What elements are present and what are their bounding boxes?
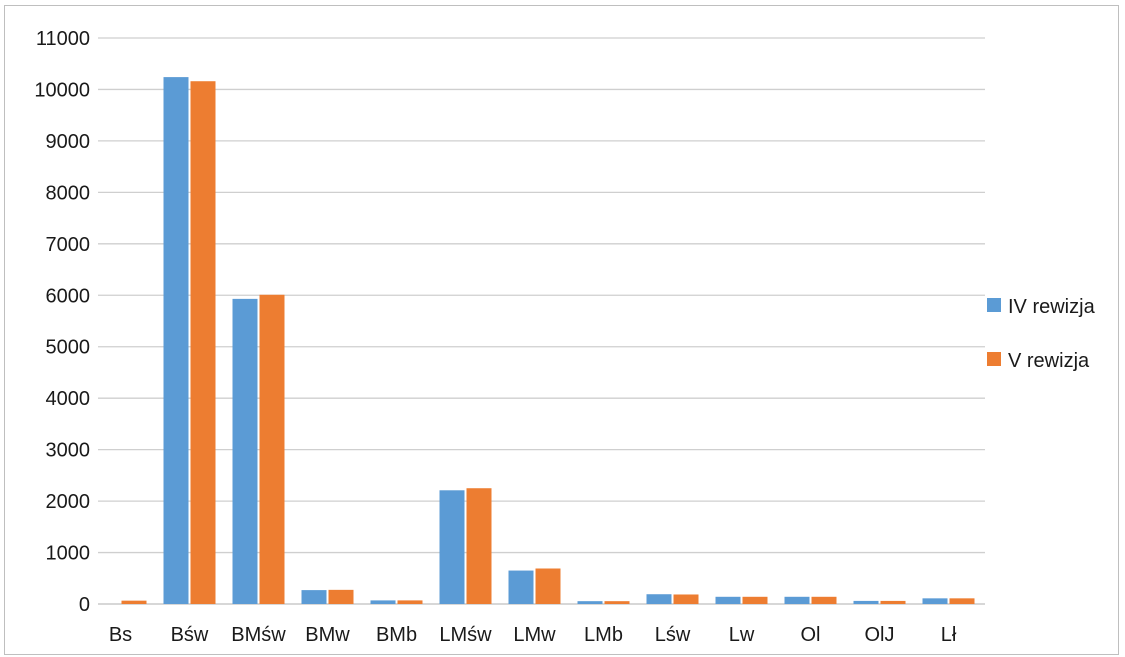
y-tick-label: 2000 (46, 491, 91, 513)
bar-v-rewizja (397, 600, 423, 604)
x-axis-category-labels: Bs Bśw BMśw BMw BMb LMśw LMw LMb Lśw Lw Ol OlJ Lł (109, 624, 957, 646)
bar-v-rewizja (328, 589, 354, 604)
bar-v-rewizja (742, 596, 768, 604)
x-category-label: LMb (584, 624, 623, 646)
bar-v-rewizja (190, 81, 216, 605)
bar-v-rewizja (880, 600, 906, 604)
bar-v-rewizja (673, 594, 699, 604)
bar-iv-rewizja (784, 596, 810, 604)
bar-v-rewizja (949, 598, 975, 604)
bar-iv-rewizja (715, 596, 741, 604)
y-tick-label: 9000 (46, 131, 91, 153)
bar-iv-rewizja (922, 598, 948, 604)
bar-iv-rewizja (232, 298, 258, 604)
bar-iv-rewizja (646, 594, 672, 604)
y-tick-label: 0 (79, 594, 90, 616)
legend-swatch (987, 298, 1001, 312)
x-category-label: Lł (941, 624, 957, 646)
legend-label: IV rewizja (1008, 296, 1096, 318)
x-category-label: BMb (376, 624, 417, 646)
bar-series (121, 77, 975, 605)
y-tick-label: 4000 (46, 388, 91, 410)
x-category-label: Bs (109, 624, 132, 646)
legend-label: V rewizja (1008, 350, 1090, 372)
bar-iv-rewizja (370, 600, 396, 604)
bar-iv-rewizja (439, 490, 465, 604)
x-category-label: Lśw (655, 624, 691, 646)
y-tick-label: 1000 (46, 543, 91, 565)
x-category-label: Ol (801, 624, 821, 646)
y-tick-label: 5000 (46, 337, 91, 359)
bar-v-rewizja (811, 596, 837, 604)
y-tick-label: 8000 (46, 182, 91, 204)
bar-iv-rewizja (577, 601, 603, 604)
x-category-label: LMśw (439, 624, 492, 646)
x-category-label: BMw (305, 624, 350, 646)
x-category-label: LMw (513, 624, 556, 646)
bar-iv-rewizja (853, 600, 879, 604)
x-category-label: Bśw (171, 624, 209, 646)
x-category-label: BMśw (231, 624, 286, 646)
chart-frame (4, 5, 1119, 655)
y-tick-label: 10000 (34, 79, 90, 101)
y-tick-label: 3000 (46, 440, 91, 462)
legend: IV rewizja V rewizja (987, 296, 1096, 372)
gridlines (98, 37, 985, 605)
bar-iv-rewizja (163, 77, 189, 604)
y-tick-label: 6000 (46, 285, 91, 307)
bar-v-rewizja (121, 600, 147, 604)
y-tick-label: 11000 (36, 28, 90, 50)
bar-iv-rewizja (508, 570, 534, 604)
bar-v-rewizja (604, 601, 630, 604)
bar-v-rewizja (466, 488, 492, 604)
legend-swatch (987, 352, 1001, 366)
y-tick-label: 7000 (46, 234, 91, 256)
x-category-label: Lw (729, 624, 755, 646)
x-category-label: OlJ (865, 624, 895, 646)
y-axis-tick-labels: 0 1000 2000 3000 4000 5000 6000 7000 8000 9000 100… (34, 28, 90, 616)
bar-iv-rewizja (301, 590, 327, 604)
bar-v-rewizja (535, 568, 561, 604)
bar-v-rewizja (259, 294, 285, 604)
